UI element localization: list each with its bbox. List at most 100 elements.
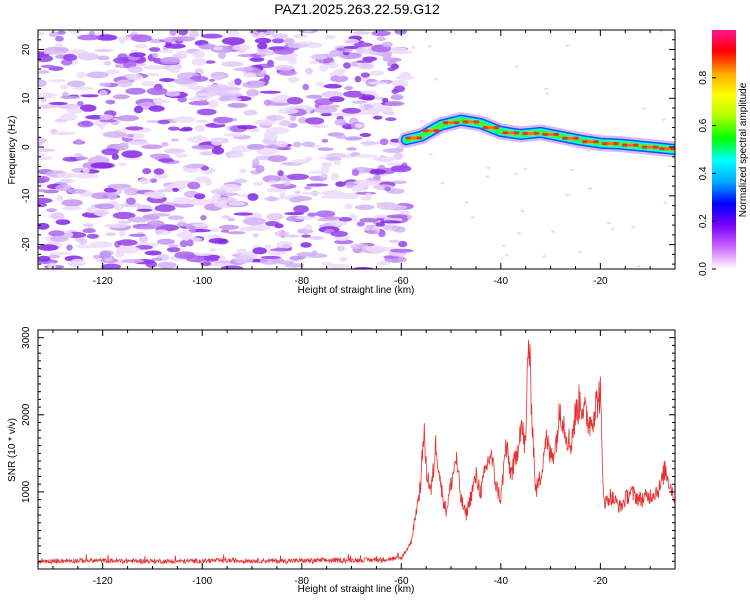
noise-blob [146,87,168,96]
noise-blob [315,210,336,218]
noise-blob [327,62,339,69]
noise-blob [183,167,199,173]
noise-blob [145,260,158,268]
colorbar-tick-label: 0.8 [698,70,709,84]
noise-blob [221,61,244,67]
spectrogram-x-tick-label: -100 [192,276,212,287]
noise-blob [120,202,142,208]
noise-blob [351,169,360,176]
noise-blob [62,206,82,211]
noise-blob [320,261,333,266]
noise-blob [66,107,83,114]
spectrogram-x-tick-label: -120 [93,276,113,287]
noise-blob [411,46,416,49]
noise-blob [610,227,615,231]
noise-blob [356,47,365,54]
noise-blob [127,66,143,73]
noise-blob [277,170,284,177]
spectrogram-y-tick-label: -20 [21,237,32,252]
noise-blob [213,46,224,51]
noise-blob [38,152,46,157]
noise-blob [158,158,175,163]
noise-blob [470,216,475,219]
noise-blob [50,251,72,255]
noise-blob [661,118,666,121]
noise-blob [383,111,395,115]
noise-blob [168,244,179,248]
noise-blob [188,100,212,106]
noise-blob [188,30,199,38]
noise-blob [208,238,228,244]
snr-line [38,339,675,565]
noise-blob [247,143,266,150]
noise-blob [174,153,188,158]
noise-blob [243,109,258,116]
noise-blob [55,219,71,226]
noise-blob [287,57,297,65]
noise-blob [173,116,196,123]
noise-blob [336,245,345,252]
noise-blob [213,116,234,124]
noise-blob [82,223,94,227]
noise-blob [209,248,217,252]
noise-blob [293,34,308,39]
noise-blob [390,94,404,101]
noise-blob [227,103,246,108]
colorbar-tick-label: 0.2 [698,214,709,228]
noise-blob [75,244,99,249]
noise-blob [101,263,122,269]
noise-blob [316,81,324,86]
noise-blob [354,123,364,128]
noise-blob [94,203,116,210]
noise-blob [360,90,376,95]
noise-blob [344,203,353,210]
noise-blob [227,80,236,89]
noise-blob [211,138,223,146]
noise-blob [283,37,295,45]
noise-blob [384,101,405,107]
noise-blob [200,165,209,171]
noise-blob [276,240,293,249]
noise-blob [293,205,309,214]
noise-blob [394,30,407,35]
noise-blob [129,52,146,58]
noise-blob [485,175,490,178]
noise-blob [321,164,330,173]
noise-blob [127,216,150,223]
colorbar-tick-label: 0.6 [698,118,709,132]
noise-blob [335,181,346,187]
noise-blob [401,210,410,215]
noise-blob [419,120,424,123]
noise-blob [120,258,145,264]
noise-blob [306,183,329,187]
noise-blob [38,104,59,109]
noise-blob [284,263,305,268]
noise-blob [113,57,130,64]
noise-blob [355,154,377,158]
noise-blob [636,265,641,268]
noise-blob [218,51,226,60]
noise-blob [389,248,414,253]
noise-blob [48,31,59,38]
noise-blob [260,255,282,259]
noise-blob [277,94,288,99]
noise-blob [354,204,375,211]
spectrogram-x-tick-label: -60 [394,276,409,287]
noise-blob [269,248,293,252]
spectrogram-x-tick-label: -80 [295,276,310,287]
snr-frame [37,329,676,570]
noise-blob [259,90,281,94]
noise-blob [384,186,391,192]
noise-blob [50,212,65,220]
noise-blob [38,244,59,251]
noise-blob [352,31,371,35]
noise-blob [57,30,66,35]
noise-blob [303,30,313,33]
noise-blob [221,37,245,46]
noise-blob [209,78,215,82]
noise-blob [386,162,402,166]
noise-blob [388,239,400,243]
snr-y-tick-label: 3000 [21,326,32,349]
colorbar: 0.0 0.2 0.4 0.6 0.8 Normalized spectral ampl… [698,30,749,276]
